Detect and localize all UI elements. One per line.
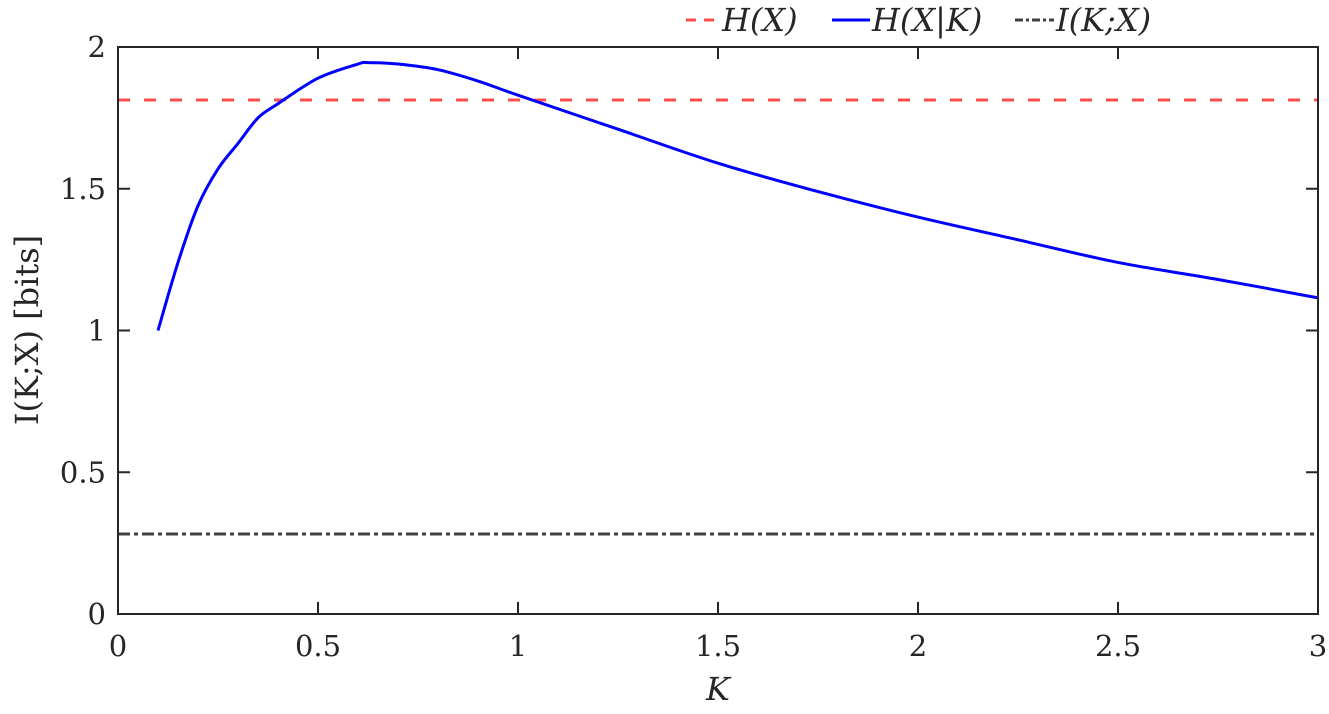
- series-line-1: [156, 60, 1319, 331]
- legend-label-ikx: I(K;X): [1055, 1, 1151, 39]
- x-tick-label: 0.5: [295, 629, 341, 663]
- legend-label-hxk: H(X|K): [871, 1, 982, 39]
- legend-item-hx: H(X): [686, 1, 798, 39]
- y-axis-label: I(K;X) [bits]: [8, 235, 46, 425]
- legend-item-ikx: I(K;X): [1015, 1, 1151, 39]
- y-tick-label: 1.5: [60, 172, 106, 206]
- y-tick-label: 2: [88, 30, 106, 64]
- y-tick-label: 0.5: [60, 455, 106, 489]
- legend-label-hx: H(X): [721, 1, 798, 39]
- x-tick-label: 3: [1309, 629, 1327, 663]
- plot-lines: [118, 60, 1319, 536]
- y-tick-labels: 0 0.5 1 1.5 2: [60, 30, 106, 631]
- y-tick-label: 0: [88, 597, 106, 631]
- x-tick-labels: 0 0.5 1 1.5 2 2.5 3: [109, 629, 1327, 663]
- x-tick-label: 2: [909, 629, 927, 663]
- axes-frame: [117, 46, 1319, 615]
- y-tick-label: 1: [88, 314, 106, 348]
- legend: H(X) H(X|K) I(K;X): [686, 1, 1151, 39]
- x-tick-label: 1.5: [695, 629, 741, 663]
- x-axis-label: K: [705, 670, 732, 708]
- x-tick-label: 0: [109, 629, 127, 663]
- legend-item-hxk: H(X|K): [832, 1, 982, 39]
- x-tick-label: 2.5: [1095, 629, 1141, 663]
- x-tick-label: 1: [509, 629, 527, 663]
- axis-ticks: [117, 46, 1319, 615]
